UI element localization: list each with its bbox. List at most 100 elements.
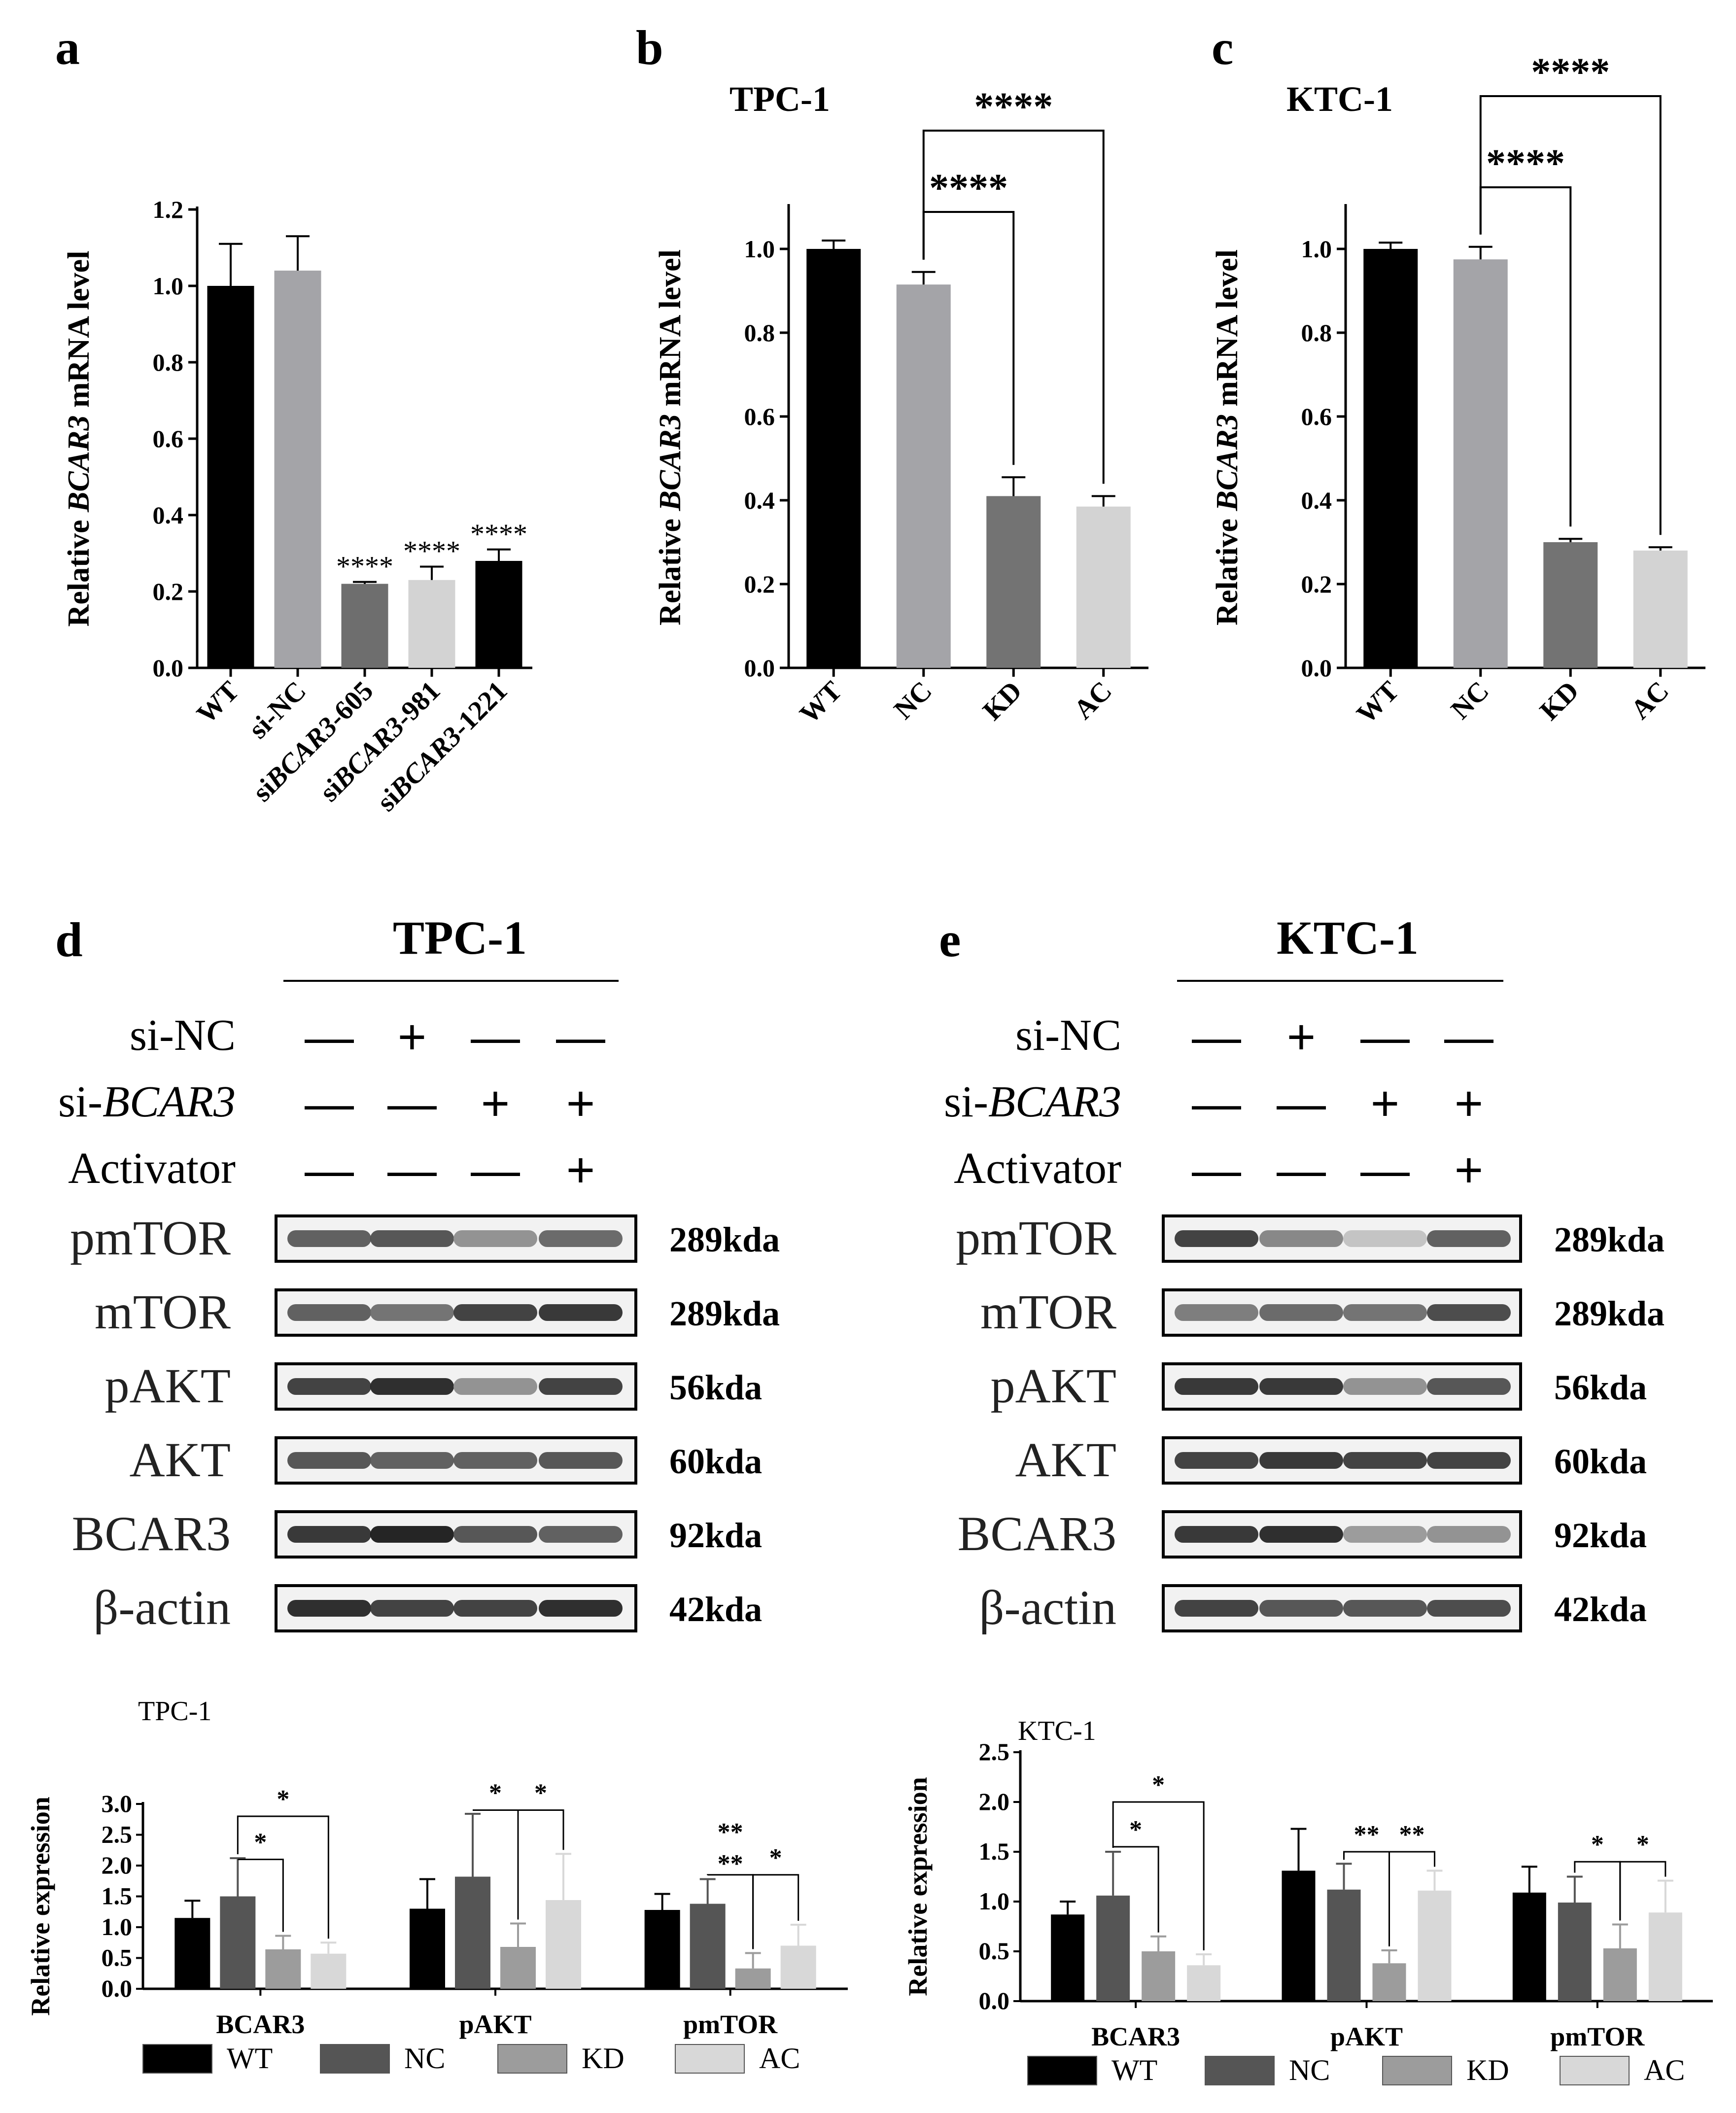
band-label: BCAR3 [958, 1506, 1116, 1561]
significance-bracket [238, 1859, 284, 1932]
bar-NC [1453, 259, 1508, 668]
chart-c-ktc1-mrna: 0.0 0.2 0.4 0.6 0.8 1.0 Relative BCAR3 mRNA le… [1211, 51, 1705, 729]
legend-label-NC: NC [1289, 2054, 1330, 2086]
blot-band-pAKT-lane-4 [1427, 1378, 1511, 1395]
treatment-label: si-NC [130, 1011, 236, 1060]
minus-sign: — [305, 1076, 354, 1131]
x-tick-label: NC [888, 675, 938, 725]
y-axis-label-prefix: Relative [62, 512, 96, 626]
significance-label: **** [929, 167, 1008, 210]
bar-WT [1363, 249, 1418, 668]
bar-pAKT-KD [500, 1947, 536, 1989]
minus-sign: — [1192, 1143, 1241, 1198]
minus-sign: — [471, 1009, 520, 1065]
blot-band-BCAR3-lane-4 [539, 1526, 623, 1543]
panel-letter-c: c [1212, 20, 1233, 75]
blot-band-β-actin-lane-4 [539, 1600, 623, 1617]
chart-title: KTC-1 [1286, 79, 1393, 119]
blot-band-BCAR3-lane-4 [1427, 1526, 1511, 1543]
treatment-label: si-BCAR3 [944, 1077, 1121, 1126]
significance-label: ** [1354, 1821, 1380, 1849]
blot-band-mTOR-lane-4 [539, 1304, 623, 1321]
band-label: pmTOR [70, 1211, 231, 1265]
blot-band-pmTOR-lane-4 [1427, 1230, 1511, 1247]
group-label: pAKT [459, 2009, 531, 2039]
group-label: pmTOR [683, 2009, 778, 2039]
y-tick-label: 1.0 [102, 1913, 133, 1940]
panel-letter-a: a [55, 20, 80, 75]
plus-sign: + [566, 1076, 595, 1131]
bar-BCAR3-AC [1187, 1965, 1221, 2001]
blot-band-mTOR-lane-1 [287, 1304, 371, 1321]
significance-label: **** [470, 518, 527, 550]
group-label: pmTOR [1550, 2022, 1645, 2051]
y-tick-label: 2.0 [102, 1851, 133, 1879]
bar-WT [207, 286, 254, 668]
blot-band-pmTOR-lane-3 [1343, 1230, 1427, 1247]
bar-pAKT-WT [1282, 1871, 1316, 2001]
bar-NC [896, 284, 951, 668]
band-label: pAKT [990, 1358, 1116, 1413]
legend-label-AC: AC [1644, 2054, 1685, 2086]
y-tick-label: 1.5 [979, 1837, 1010, 1865]
bar-pmTOR-KD [1603, 1948, 1637, 2001]
y-tick-label: 0.0 [153, 654, 184, 682]
blot-band-BCAR3-lane-1 [287, 1526, 371, 1543]
blot-band-pAKT-lane-4 [539, 1378, 623, 1395]
molecular-weight-label: 42kda [1554, 1590, 1647, 1629]
molecular-weight-label: 289kda [669, 1294, 780, 1333]
y-tick-label: 0.0 [979, 1987, 1010, 2014]
y-tick-label: 0.8 [744, 319, 775, 346]
blot-band-AKT-lane-2 [370, 1452, 454, 1469]
panel-letter-b: b [636, 20, 663, 75]
y-tick-label: 0.0 [1301, 654, 1332, 682]
bar-pAKT-AC [546, 1900, 581, 1989]
blot-band-BCAR3-lane-3 [453, 1526, 537, 1543]
band-label: pmTOR [956, 1211, 1116, 1265]
blot-band-BCAR3-lane-3 [1343, 1526, 1427, 1543]
treatment-label-prefix: si-NC [130, 1011, 236, 1060]
molecular-weight-label: 92kda [669, 1516, 762, 1555]
chart-title: TPC-1 [138, 1696, 211, 1727]
blot-band-pmTOR-lane-3 [453, 1230, 537, 1247]
y-tick-label: 0.0 [744, 654, 775, 682]
significance-label: * [769, 1844, 782, 1872]
minus-sign: — [387, 1143, 437, 1198]
bar-pmTOR-AC [1648, 1912, 1682, 2001]
minus-sign: — [1277, 1143, 1326, 1198]
treatment-label-prefix: Activator [68, 1144, 236, 1193]
bar-WT [806, 249, 861, 668]
treatment-label-gene: BCAR3 [103, 1077, 236, 1126]
treatment-label: si-NC [1015, 1011, 1121, 1060]
bar-siBCAR3-605 [341, 584, 388, 668]
molecular-weight-label: 92kda [1554, 1516, 1647, 1555]
blot-band-mTOR-lane-2 [1259, 1304, 1343, 1321]
bar-si-NC [274, 271, 321, 668]
treatment-label: Activator [68, 1144, 236, 1193]
bar-BCAR3-AC [311, 1953, 347, 1989]
blot-band-pmTOR-lane-1 [1175, 1230, 1258, 1247]
plus-sign: + [398, 1009, 426, 1065]
legend-swatch-KD [497, 2044, 567, 2074]
legend-label-WT: WT [227, 2042, 273, 2075]
molecular-weight-label: 42kda [669, 1590, 762, 1629]
y-tick-label: 1.0 [1301, 235, 1332, 263]
blot-band-mTOR-lane-3 [1343, 1304, 1427, 1321]
minus-sign: — [471, 1143, 520, 1198]
blot-band-BCAR3-lane-2 [1259, 1526, 1343, 1543]
bar-BCAR3-NC [220, 1896, 256, 1989]
bar-pAKT-KD [1372, 1963, 1406, 2001]
significance-bracket [237, 1815, 329, 1939]
significance-bracket [1389, 1851, 1435, 1946]
treatment-label: si-BCAR3 [58, 1077, 236, 1126]
y-tick-label: 2.0 [979, 1788, 1010, 1815]
treatment-label-prefix: si- [58, 1077, 103, 1126]
blot-band-AKT-lane-4 [1427, 1452, 1511, 1469]
bar-pmTOR-AC [780, 1945, 816, 1989]
band-label: mTOR [980, 1284, 1116, 1339]
y-axis-label: Relative expression [26, 1797, 55, 2015]
blot-band-β-actin-lane-1 [287, 1600, 371, 1617]
band-label: pAKT [104, 1358, 231, 1413]
molecular-weight-label: 56kda [669, 1368, 762, 1407]
